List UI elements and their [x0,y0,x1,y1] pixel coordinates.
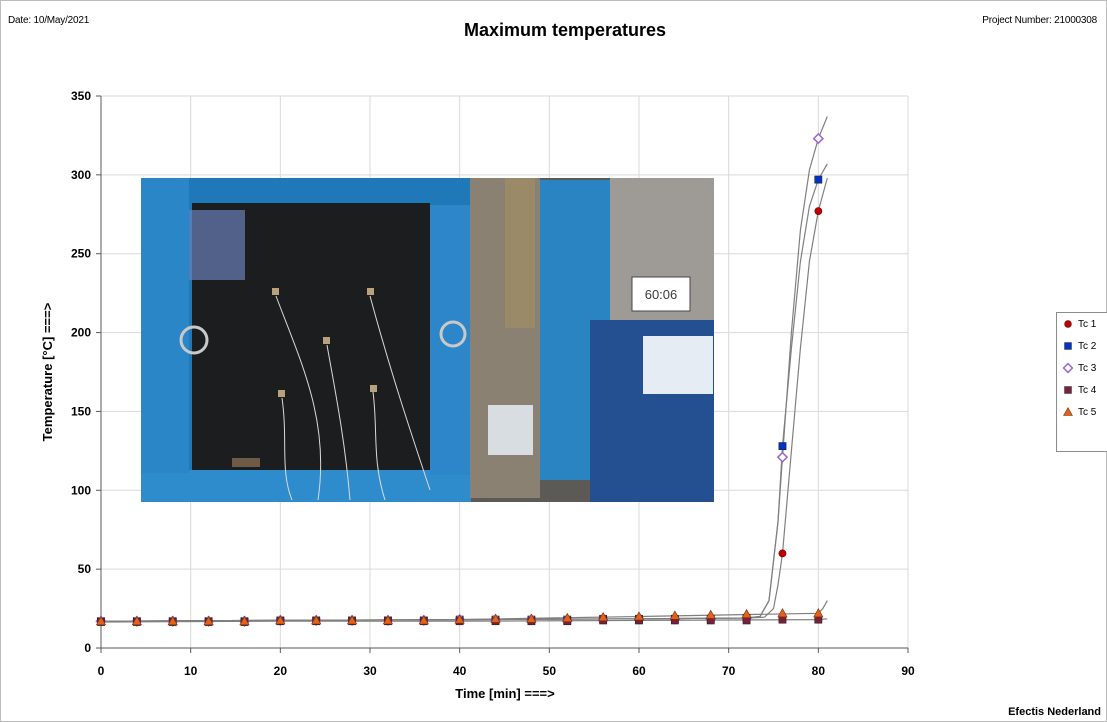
data-point-tc5 [167,615,178,626]
y-tick-label: 150 [71,404,91,418]
data-point-tc5 [346,615,358,625]
data-point-tc5 [418,615,429,625]
x-tick-label: 20 [274,664,288,678]
legend-marker-square [1064,342,1072,350]
legend-label: Tc 1 [1078,318,1097,330]
legend-swatch [1062,362,1074,374]
data-point-tc5 [741,608,752,618]
legend-label: Tc 4 [1078,384,1097,396]
legend-item-tc5: Tc 5 [1057,401,1107,423]
organization-name: Efectis Nederland [1008,706,1101,718]
data-point-tc5 [203,615,214,626]
chart-legend: Tc 1 Tc 2 Tc 3 Tc 4 Tc 5 [1056,312,1107,452]
legend-marker-diamond [1062,362,1074,374]
legend-swatch [1064,386,1072,394]
x-tick-label: 40 [453,664,467,678]
legend-item-tc2: Tc 2 [1057,335,1107,357]
y-tick-label: 50 [78,562,92,576]
x-tick-label: 0 [98,664,105,678]
data-point-tc3 [812,132,824,145]
y-tick-label: 350 [71,89,91,103]
data-point-tc5 [454,614,465,624]
legend-label: Tc 5 [1078,406,1097,418]
data-point-tc5 [275,615,286,625]
legend-swatch [1064,342,1072,350]
x-tick-label: 60 [632,664,646,678]
data-point-tc3 [776,451,789,463]
x-tick-label: 50 [543,664,557,678]
legend-marker-square [1064,386,1072,394]
data-point-tc5 [598,612,609,622]
data-point-tc2 [778,442,787,451]
data-point-tc5 [562,612,573,622]
legend-item-tc1: Tc 1 [1057,313,1107,335]
data-point-tc2 [814,175,823,184]
x-axis-label: Time [min] ===> [455,686,555,701]
x-tick-label: 80 [812,664,826,678]
project-number: Project Number: 21000308 [982,15,1097,26]
data-point-tc5 [131,615,142,626]
y-tick-label: 300 [71,168,91,182]
legend-swatch [1063,406,1073,416]
y-tick-label: 200 [71,326,91,340]
y-tick-label: 250 [71,247,91,261]
report-date: Date: 10/May/2021 [8,15,90,26]
x-tick-label: 10 [184,664,198,678]
series-markers [95,132,824,627]
data-point-tc5 [239,615,250,626]
legend-marker-circle [1064,320,1072,328]
y-axis-label: Temperature [°C] ===> [40,302,55,441]
x-tick-label: 70 [722,664,736,678]
legend-label: Tc 3 [1078,362,1097,374]
x-tick-label: 30 [363,664,377,678]
data-point-tc5 [311,615,322,625]
legend-label: Tc 2 [1078,340,1097,352]
legend-swatch [1064,320,1072,328]
data-point-tc5 [95,615,107,626]
data-point-tc1 [814,207,823,216]
furnace-clock-display: 60:06 [645,287,678,302]
legend-item-tc4: Tc 4 [1057,379,1107,401]
chart-title: Maximum temperatures [463,20,667,40]
data-point-tc5 [705,609,716,619]
data-point-tc1 [778,549,787,558]
data-point-tc5 [777,608,788,618]
y-tick-label: 0 [84,641,91,655]
data-point-tc5 [633,611,645,621]
data-point-tc5 [669,610,680,620]
x-tick-label: 90 [901,664,915,678]
data-point-tc5 [526,613,537,623]
data-point-tc5 [490,613,501,623]
y-tick-label: 100 [71,483,91,497]
data-point-tc5 [813,608,824,618]
legend-item-tc3: Tc 3 [1057,357,1107,379]
data-point-tc5 [382,615,394,625]
chart-axes [96,95,909,653]
furnace-test-photo [141,178,714,502]
legend-marker-triangle [1063,406,1073,416]
tick-labels: 0 10 20 30 40 50 60 70 80 90 0 50 100 150 200 250 300 350 [71,89,915,678]
